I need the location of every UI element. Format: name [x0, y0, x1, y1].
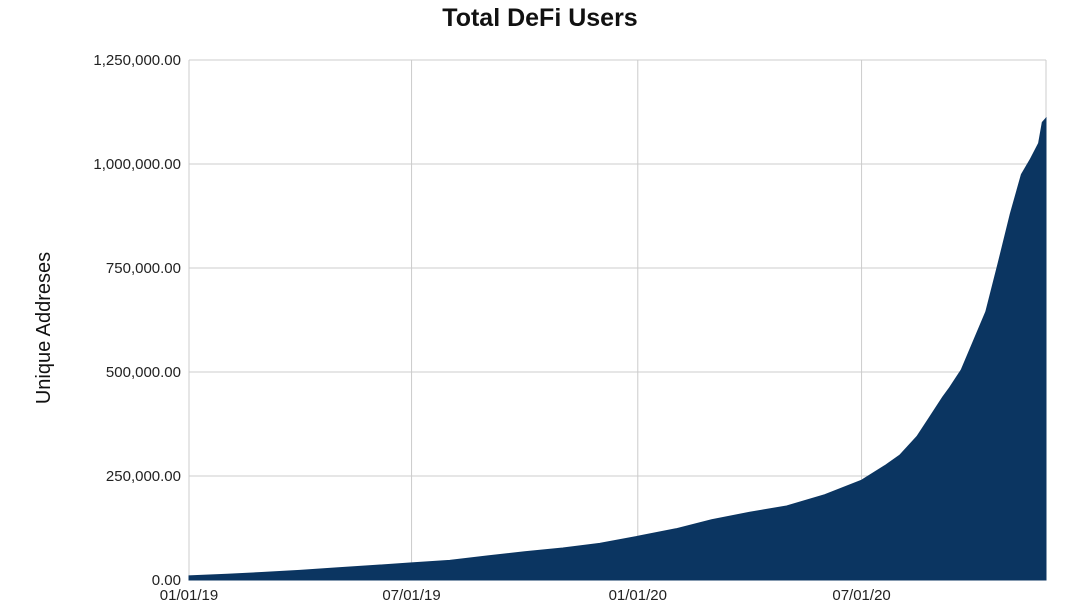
- x-tick-label: 07/01/19: [382, 587, 440, 604]
- y-tick-label: 500,000.00: [106, 364, 181, 381]
- y-axis-ticks: 0.00 250,000.00 500,000.00 750,000.00 1,000,…: [93, 52, 181, 589]
- x-axis-ticks: 01/01/19 07/01/19 01/01/20 07/01/20: [160, 587, 891, 604]
- y-tick-label: 1,000,000.00: [93, 156, 181, 173]
- y-tick-label: 750,000.00: [106, 260, 181, 277]
- y-tick-label: 0.00: [152, 572, 181, 589]
- plot-area: [188, 116, 1047, 581]
- y-axis-label: Unique Addreses: [33, 252, 55, 404]
- x-tick-label: 01/01/20: [609, 587, 667, 604]
- area-series: [188, 116, 1047, 581]
- x-tick-label: 07/01/20: [832, 587, 890, 604]
- chart-title: Total DeFi Users: [442, 4, 637, 32]
- x-tick-label: 01/01/19: [160, 587, 218, 604]
- y-tick-label: 250,000.00: [106, 468, 181, 485]
- y-tick-label: 1,250,000.00: [93, 52, 181, 69]
